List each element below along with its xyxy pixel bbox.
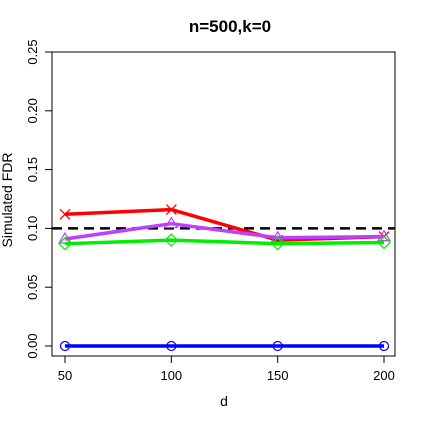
series-2-point-2 <box>270 236 285 251</box>
y-tick-label-1: 0.05 <box>25 275 40 300</box>
series-1-point-3 <box>376 229 392 242</box>
y-tick-label-5: 0.25 <box>25 39 40 64</box>
series-1-point-2 <box>270 230 285 243</box>
series-3-point-1 <box>166 340 177 352</box>
series-2-line <box>64 238 385 246</box>
y-tick-label-2: 0.10 <box>25 216 40 241</box>
series-0-point-1 <box>165 204 177 216</box>
series-1-line <box>64 221 385 241</box>
plot-frame <box>51 51 396 357</box>
y-axis-label: Simulated FDR <box>0 153 15 248</box>
series-2-point-3 <box>377 235 391 250</box>
chart-title: n=500,k=0 <box>189 17 271 36</box>
series-0-point-0 <box>59 208 71 220</box>
series-3-point-2 <box>272 340 283 352</box>
series-3-point-3 <box>378 340 390 352</box>
x-tick-label-2: 150 <box>267 368 289 383</box>
series-3 <box>59 340 390 352</box>
x-tick-label-0: 50 <box>58 368 72 383</box>
series-3-point-0 <box>59 340 71 352</box>
series-1 <box>57 216 392 244</box>
x-axis-label: d <box>220 393 228 409</box>
series-2 <box>58 233 391 251</box>
x-tick-label-1: 100 <box>160 368 182 383</box>
series-2-point-1 <box>164 233 179 248</box>
y-axis: 0.00 0.05 0.10 0.15 0.20 0.25 <box>25 39 52 359</box>
series-2-point-0 <box>58 236 72 251</box>
y-tick-label-0: 0.00 <box>25 333 40 358</box>
x-tick-label-3: 200 <box>373 368 395 383</box>
series-layer <box>57 204 392 352</box>
series-0 <box>59 204 390 246</box>
series-1-point-1 <box>164 216 179 229</box>
y-tick-label-3: 0.15 <box>25 157 40 182</box>
y-tick-label-4: 0.20 <box>25 98 40 123</box>
x-axis: 50 100 150 200 <box>58 356 395 383</box>
